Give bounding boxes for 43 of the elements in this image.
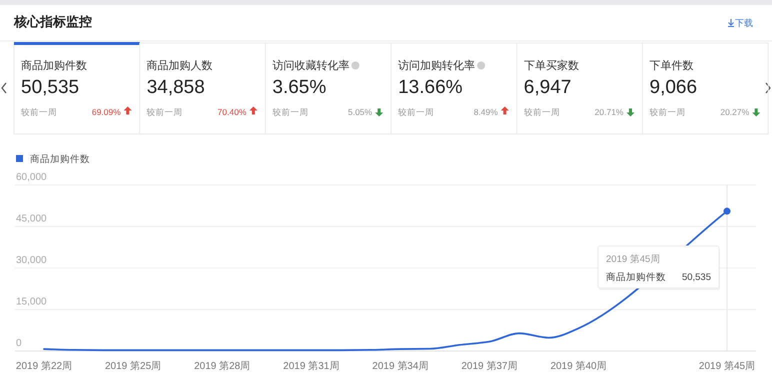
annotation: 50,535 bbox=[682, 272, 711, 283]
x-tick-label: 2019 第31周 bbox=[283, 360, 340, 372]
data-label: 13.66% bbox=[398, 77, 463, 98]
category-label: 商品加购人数 bbox=[146, 59, 213, 72]
data-label: 69.09% bbox=[92, 107, 122, 117]
y-tick-label: 60,000 bbox=[16, 172, 48, 183]
text: 较前一周 bbox=[146, 107, 183, 117]
category-label: 下单件数 bbox=[650, 59, 694, 72]
text: 较前一周 bbox=[398, 107, 434, 117]
y-tick-label: 45,000 bbox=[16, 214, 48, 224]
x-tick-label: 2019 第37周 bbox=[461, 360, 518, 372]
x-tick-label: 2019 第22周 bbox=[16, 360, 72, 372]
text: 较前一周 bbox=[272, 107, 308, 117]
y-tick-label: 30,000 bbox=[16, 255, 48, 266]
text: 下载 bbox=[735, 18, 753, 28]
category-label: 商品加购件数 bbox=[21, 59, 87, 72]
annotation: 2019 第45周 bbox=[606, 253, 660, 265]
y-tick-label: 15,000 bbox=[16, 296, 48, 308]
data-label: 20.71% bbox=[594, 107, 624, 117]
data-label: 5.05% bbox=[348, 107, 373, 117]
text: 较前一周 bbox=[21, 107, 57, 117]
data-label: 9,066 bbox=[650, 77, 698, 98]
x-tick-label: 2019 第34周 bbox=[372, 360, 428, 372]
y-tick-label: 0 bbox=[16, 338, 22, 349]
data-label: 6,947 bbox=[524, 77, 572, 98]
category-label: 访问收藏转化率 bbox=[272, 59, 350, 72]
x-tick-label: 2019 第28周 bbox=[194, 360, 250, 372]
text: 较前一周 bbox=[524, 107, 560, 117]
data-label: 20.27% bbox=[720, 107, 750, 117]
x-tick-label: 2019 第40周 bbox=[550, 360, 607, 372]
category-label: 下单买家数 bbox=[524, 59, 579, 72]
x-tick-label: 2019 第45周 bbox=[698, 360, 756, 372]
category-label: 访问加购转化率 bbox=[398, 59, 476, 72]
x-tick-label: 2019 第25周 bbox=[105, 360, 162, 372]
data-label: 50,535 bbox=[21, 77, 80, 98]
data-label: 70.40% bbox=[218, 107, 247, 117]
text: 较前一周 bbox=[650, 107, 686, 117]
data-label: 8.49% bbox=[474, 107, 498, 117]
legend-label: 商品加购件数 bbox=[30, 153, 90, 165]
data-label: 34,858 bbox=[146, 77, 205, 98]
data-label: 3.65% bbox=[272, 77, 326, 98]
text: 核心指标监控 bbox=[13, 14, 92, 29]
annotation: 商品加购件数 bbox=[606, 271, 666, 283]
